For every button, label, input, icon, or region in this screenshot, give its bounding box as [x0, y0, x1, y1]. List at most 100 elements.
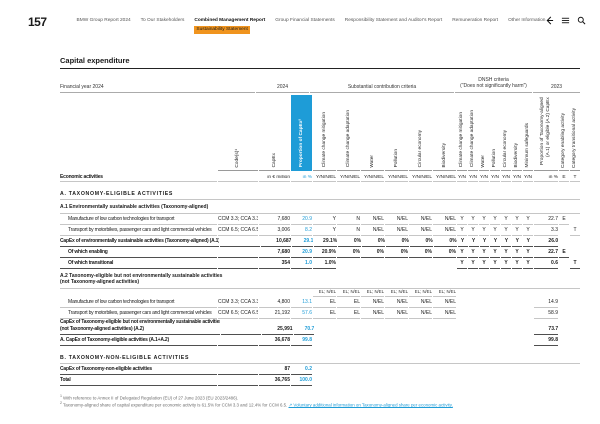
nav-item[interactable]: Remuneration Report [452, 18, 498, 34]
table-row: Manufacture of low carbon technologies f… [60, 214, 580, 225]
cell-substantial-contribution: N [337, 216, 360, 225]
nav-item[interactable]: BMW Group Report 2024 [77, 18, 131, 34]
cell-prev-proportion: 58.9 [534, 310, 558, 319]
unit-proportion: in % [291, 175, 312, 182]
cell-dnsh [502, 333, 512, 335]
cell-substantial-contribution: 0% [362, 238, 385, 247]
nav-item[interactable]: Group Financial Statements [275, 18, 334, 34]
list-icon[interactable] [561, 16, 570, 25]
cell-proportion: 70.7 [293, 326, 315, 335]
cell-category-transitional [570, 295, 580, 297]
unit-code [218, 180, 258, 182]
cell-substantial-contribution: N/EL [361, 216, 384, 225]
activity-label: Transport by motorbikes, passenger cars … [68, 227, 212, 233]
cell-code: CCM 6.5; CCA 6.5 [218, 227, 258, 236]
rotated-header-sc-text: Climate change adaptation [345, 110, 351, 168]
cell-substantial-contribution: N/EL [433, 227, 456, 236]
cell-substantial-contribution [315, 333, 338, 335]
cell-category-transitional [570, 223, 580, 225]
rotated-header-category-transitional-text: Category transitional activity [572, 107, 577, 168]
cell-dnsh: Y [523, 216, 533, 225]
table-row: Of which transitional 354 1.0 1.0% Y Y Y Y Y Y Y 0.… [60, 258, 580, 269]
cell-dnsh [468, 295, 478, 297]
row-label: A.2 Taxonomy-eligible but not environmen… [60, 272, 223, 279]
cell-substantial-contribution: 0% [385, 249, 408, 258]
table-row: Manufacture of low carbon technologies f… [60, 297, 580, 308]
cell-dnsh: Y [490, 227, 500, 236]
rotated-header-prev-proportion-text: Proportion of Taxonomy-aligned (A.1) or … [540, 96, 551, 165]
cell-prev-proportion: 0.6 [534, 260, 558, 269]
cell-dnsh [523, 344, 533, 346]
cell-dnsh: Y [479, 227, 489, 236]
cell-prev-proportion: 99.8 [534, 337, 558, 346]
cell-dnsh [523, 306, 533, 308]
cell-capex: 87 [259, 366, 290, 375]
cell-dnsh [523, 333, 533, 335]
rotated-header-sc-text: Water [369, 154, 375, 168]
cell-proportion: 8.2 [291, 227, 312, 236]
footnote-link[interactable]: ↗ Voluntary additional information on Ta… [288, 402, 453, 408]
table-row: CapEx of Taxonomy-non-eligible activitie… [60, 364, 580, 375]
rotated-header-dnsh-text: Pollution [492, 149, 497, 168]
nav-item[interactable]: Combined Management Report Sustainability… [194, 18, 265, 34]
nav-subitem-active[interactable]: Sustainability Statement [194, 25, 250, 34]
cell-substantial-contribution: N/EL [361, 227, 384, 236]
rotated-header-prev-proportion: Proportion of Taxonomy-aligned (A.1) or … [534, 95, 558, 171]
activity-label: Total [60, 377, 71, 383]
cell-proportion: 20.9 [291, 249, 312, 258]
cell-substantial-contribution: 1.0% [313, 260, 336, 269]
cell-dnsh [501, 384, 511, 386]
rotated-header-dnsh: Climate change adaptation [468, 95, 478, 171]
section-header-row: B. TAXONOMY-NON-ELIGIBLE ACTIVITIES [60, 352, 580, 364]
cell-activity: CapEx of environmentally sustainable act… [60, 238, 219, 247]
cell-proportion: 0.2 [291, 366, 312, 375]
cell-dnsh [490, 317, 500, 319]
cell-dnsh [523, 384, 533, 386]
cell-dnsh: Y [490, 238, 501, 247]
cell-category-transitional: T [570, 260, 580, 269]
unit-sc: Y/N/N/EL [361, 175, 384, 182]
cell-substantial-contribution [387, 333, 410, 335]
rotated-header-dnsh: Circular economy [501, 95, 511, 171]
page-number: 157 [28, 15, 47, 29]
cell-dnsh: Y [490, 260, 500, 269]
cell-dnsh: Y [512, 227, 522, 236]
rotated-header-proportion-of-capex-text: Proportion of CapEx² [298, 119, 304, 168]
rotated-header-dnsh-text: Minimum safeguards [525, 122, 530, 168]
cell-category-enabling: E [559, 216, 569, 225]
cell-category-transitional [570, 317, 580, 319]
cell-dnsh: Y [512, 260, 522, 269]
cell-substantial-contribution: 0% [433, 249, 456, 258]
cell-dnsh: Y [468, 260, 478, 269]
cell-substantial-contribution: 0% [338, 238, 362, 247]
cell-dnsh [512, 384, 522, 386]
cell-dnsh [513, 333, 523, 335]
rotated-header-spacer [60, 95, 217, 171]
rotated-header-dnsh: Water [479, 95, 489, 171]
back-arrow-icon[interactable] [545, 16, 554, 25]
rotated-header-dnsh: Climate change mitigation [457, 95, 467, 171]
unit-prev-proportion: in % [534, 175, 558, 182]
search-icon[interactable] [577, 16, 586, 25]
unit-dnsh: Y/N [512, 175, 522, 182]
cell-dnsh: Y [457, 238, 468, 247]
cell-dnsh [491, 333, 501, 335]
section-title: Capital expenditure [60, 56, 580, 69]
cell-dnsh [479, 317, 489, 319]
cell-capex: 354 [259, 260, 290, 269]
cell-dnsh: Y [457, 260, 467, 269]
row-label: A. TAXONOMY-ELIGIBLE ACTIVITIES [60, 191, 174, 197]
cell-dnsh [468, 373, 478, 375]
nav-item[interactable]: To Our Stakeholders [141, 18, 185, 34]
row-label-line2: (not Taxonomy-aligned activities) [60, 279, 140, 285]
nav-item[interactable]: Responsibility Statement and Auditor's R… [345, 18, 442, 34]
row-label: B. TAXONOMY-NON-ELIGIBLE ACTIVITIES [60, 354, 190, 361]
cell-proportion: 13.1 [291, 299, 312, 308]
cell-dnsh [479, 344, 489, 346]
nav-item[interactable]: Other Information [508, 18, 545, 34]
cell-substantial-contribution: 0% [385, 238, 409, 247]
cell-proportion [291, 295, 312, 297]
rotated-header-category-transitional: Category transitional activity [570, 95, 580, 171]
cell-dnsh [501, 317, 511, 319]
